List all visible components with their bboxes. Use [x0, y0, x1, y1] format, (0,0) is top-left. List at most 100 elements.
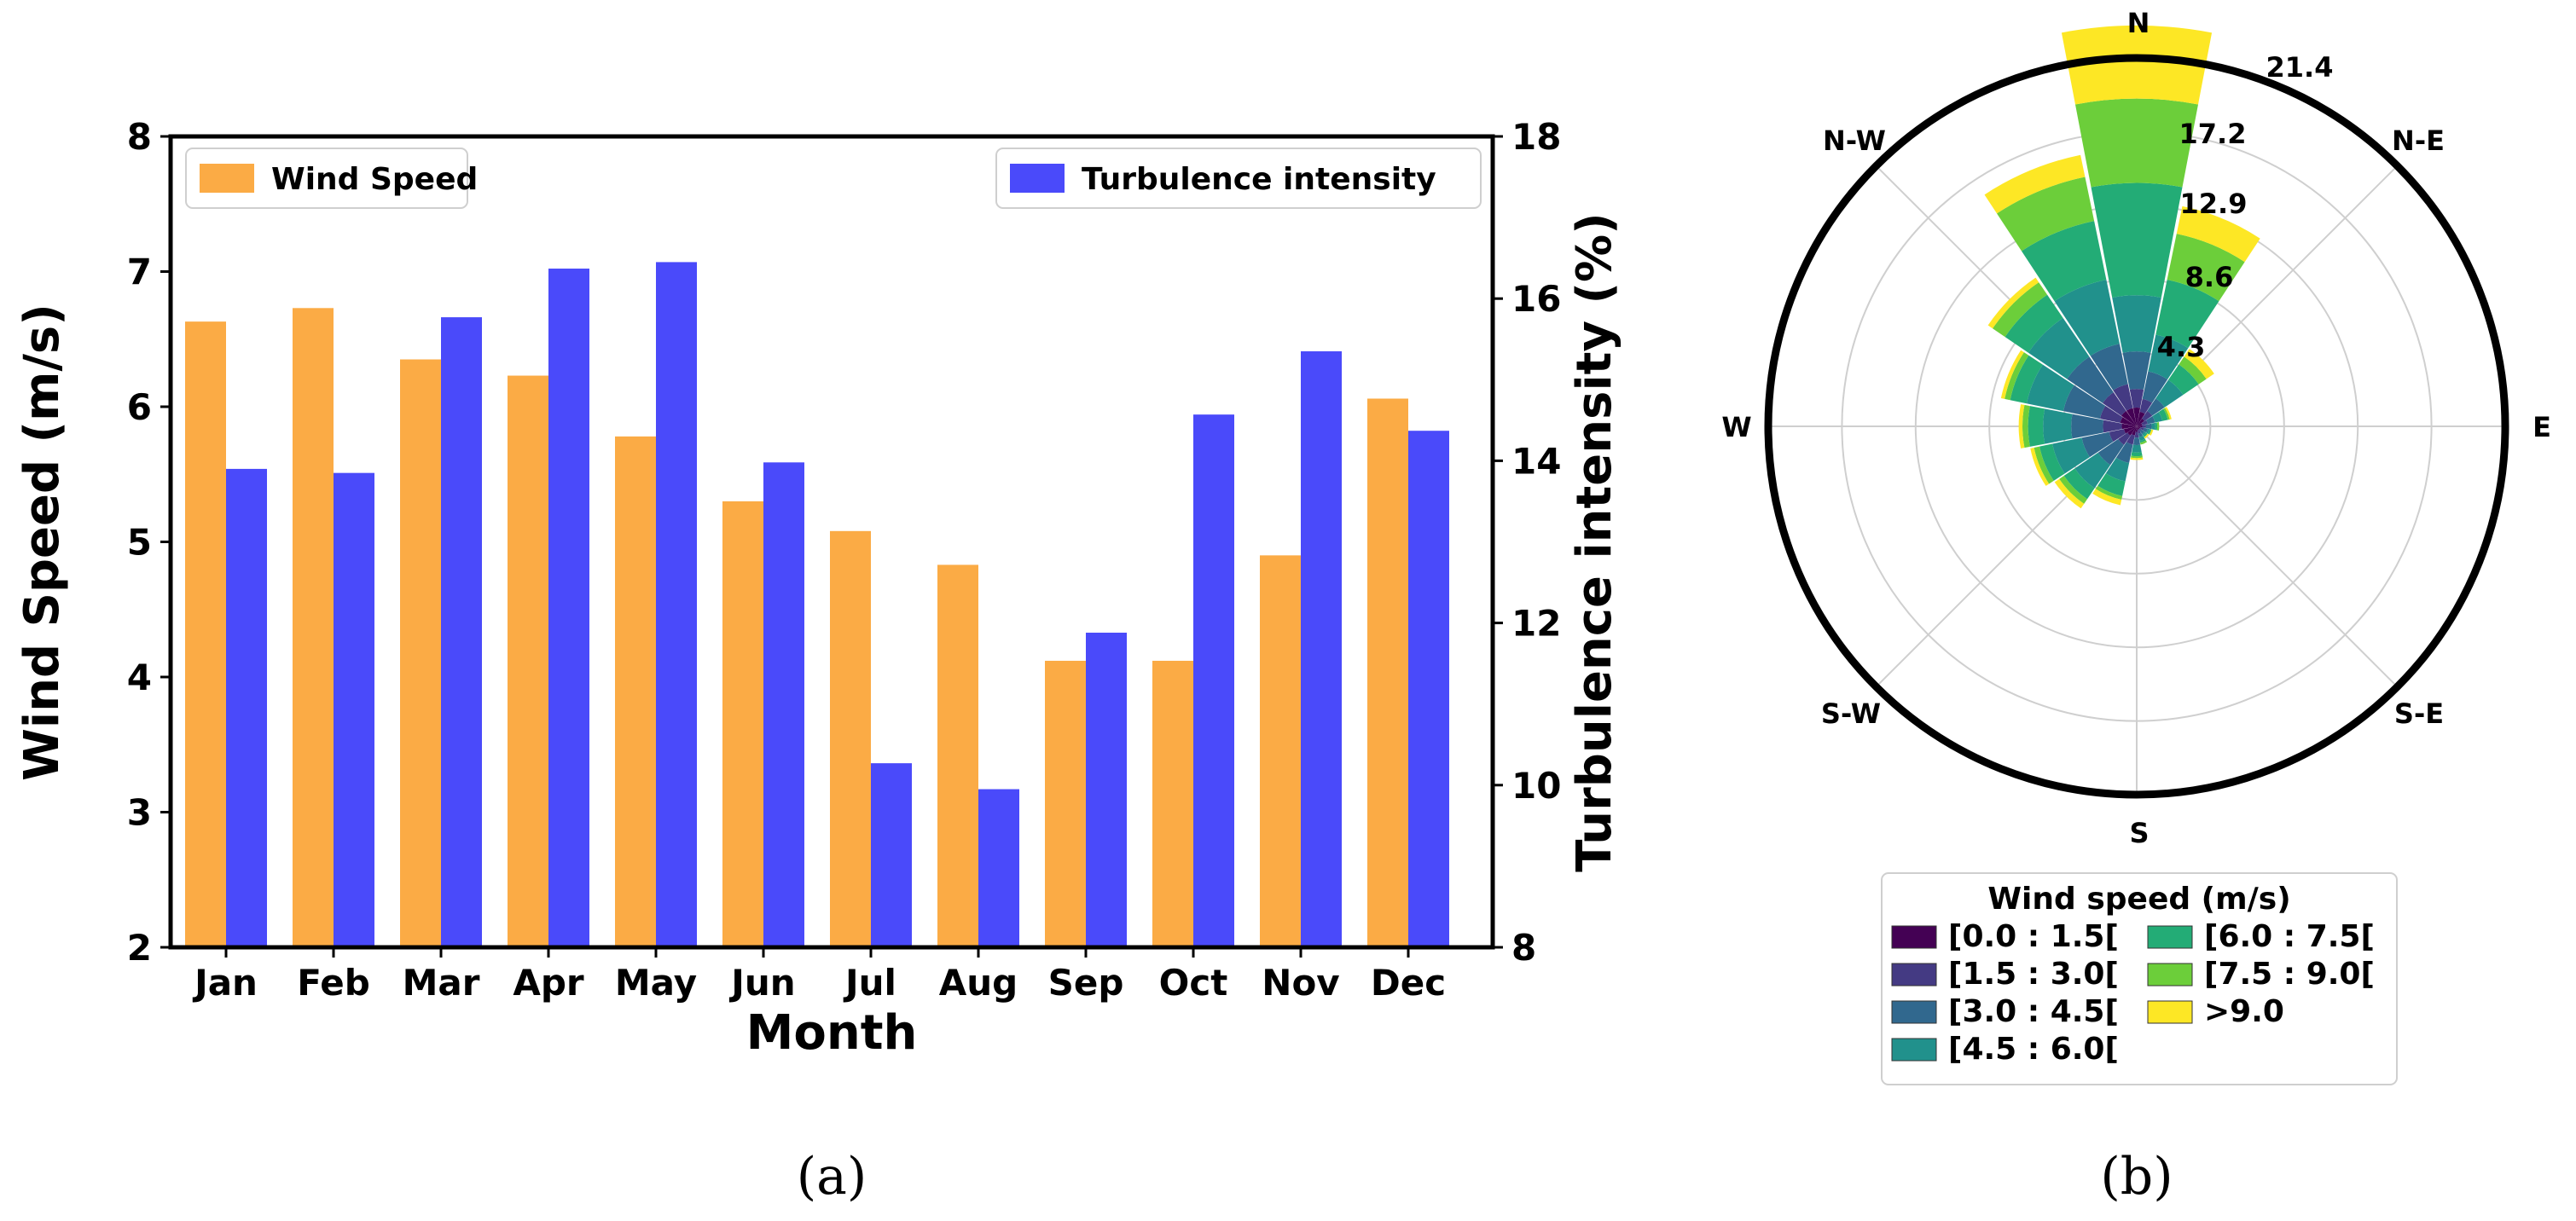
- rose-compass-n: N: [2127, 7, 2150, 39]
- x-tick-label: May: [615, 962, 697, 1004]
- rose-bar-w-bin6: [2018, 404, 2025, 448]
- rose-bar-nw-bin4: [2005, 294, 2063, 353]
- rose-bar-sw-bin1: [2118, 432, 2131, 445]
- rose-bar-ne-bin5: [2179, 356, 2207, 385]
- rose-compass-labels: N N-E E S-E S S-W W N-W: [1721, 7, 2551, 849]
- y-tick-label: 2: [127, 927, 152, 969]
- bar-wind-speed-jan: [185, 321, 226, 947]
- rose-bar-ene-bin4: [2158, 408, 2168, 421]
- rose-bar-w-bin5: [2022, 404, 2030, 448]
- rose-radial-tick-label: 21.4: [2266, 51, 2334, 84]
- bar-chart-panel: 2 3 4 5 6 7 8 8 10 12 14 16 18 Jan Feb Mar Apr May Jun Ju…: [15, 116, 1622, 1207]
- rose-legend-swatch: [2147, 1000, 2193, 1024]
- rose-bar-wnw-bin6: [2000, 350, 2024, 399]
- rose-bar-w-bin2: [2071, 414, 2104, 439]
- rose-bar-w-bin0: [2121, 423, 2137, 430]
- rose-bar-ne-bin0: [2137, 418, 2145, 426]
- rose-legend-label: [1.5 : 3.0[: [1948, 957, 2119, 992]
- y2-tick-label: 10: [1511, 765, 1561, 807]
- rose-legend-swatch: [1891, 1000, 1937, 1024]
- rose-bar-wnw-bin5: [2005, 352, 2029, 401]
- rose-radial-ticks: 4.3 8.6 12.9 17.2 21.4: [2157, 51, 2334, 363]
- rose-bar-ne-bin3: [2155, 379, 2184, 408]
- y2-axis-label: Turbulence intensity (%): [1567, 212, 1622, 871]
- rose-compass-n-w: N-W: [1823, 124, 1886, 157]
- rose-bar-nnw-bin4: [2021, 221, 2107, 302]
- y-tick-label: 8: [127, 116, 152, 158]
- rose-bar-w-bin1: [2103, 420, 2122, 433]
- rose-bar-n-bin0: [2132, 408, 2141, 426]
- rose-bar-ene-bin1: [2141, 420, 2148, 425]
- rose-bar-nw-bin5: [1993, 282, 2048, 338]
- bar-turbulence-mar: [441, 317, 482, 947]
- rose-bar-s-bin6: [2130, 457, 2144, 460]
- rose-bar-ese-bin3: [2146, 428, 2150, 434]
- rose-bar-n-bin3: [2112, 295, 2161, 353]
- rose-bar-nw-bin3: [2028, 317, 2090, 379]
- rose-bar-ne-bin6: [2184, 349, 2214, 379]
- rose-bar-ene-bin3: [2152, 412, 2163, 423]
- bar-turbulence-jul: [871, 763, 912, 947]
- bar-wind-speed-apr: [508, 375, 548, 947]
- rose-radial-tick-label: 8.6: [2185, 261, 2234, 293]
- x-tick-label: Dec: [1371, 962, 1446, 1004]
- rose-bar-sse-bin3: [2138, 436, 2145, 442]
- y2-tick-label: 12: [1511, 603, 1561, 645]
- x-tick-label: Nov: [1262, 962, 1339, 1004]
- bar-wind-speed-nov: [1260, 555, 1301, 947]
- bar-turbulence-jan: [226, 468, 267, 947]
- x-tick-label: Jan: [192, 962, 258, 1004]
- rose-bar-sw-bin2: [2097, 438, 2125, 466]
- x-tick-label: Mar: [403, 962, 480, 1004]
- rose-bar-wnw-bin2: [2063, 385, 2106, 420]
- rose-bar-ese-bin6: [2149, 429, 2154, 436]
- rose-radial-tick-label: 17.2: [2179, 118, 2247, 150]
- y2-tick-label: 8: [1511, 927, 1536, 969]
- y-tick-label: 5: [127, 522, 152, 564]
- x-tick-label: Apr: [513, 962, 584, 1004]
- rose-bar-nnw-bin6: [1984, 154, 2086, 214]
- y-tick-label: 3: [127, 792, 152, 834]
- rose-bar-sw-bin6: [2054, 478, 2085, 509]
- y-tick-label: 6: [127, 386, 152, 428]
- rose-legend-label: [3.0 : 4.5[: [1948, 994, 2119, 1029]
- rose-bar-nne-bin0: [2137, 411, 2145, 426]
- rose-compass-s: S: [2129, 817, 2149, 849]
- rose-bar-ssw-bin4: [2097, 473, 2126, 496]
- bar-wind-speed-may: [615, 436, 656, 947]
- rose-bar-e-bin5: [2156, 422, 2160, 431]
- rose-compass-w: W: [1721, 411, 1751, 443]
- rose-bar-nne-bin2: [2142, 371, 2168, 403]
- legend-label-turbulence: Turbulence intensity: [1082, 162, 1436, 197]
- rose-radial-tick-label: 12.9: [2180, 188, 2248, 220]
- x-tick-label: Aug: [939, 962, 1018, 1004]
- rose-bar-ene-bin5: [2163, 408, 2170, 420]
- rose-bar-ese-bin0: [2137, 426, 2141, 429]
- rose-bar-e-bin4: [2155, 422, 2158, 431]
- x-tick-label: Sep: [1048, 962, 1124, 1004]
- rose-compass-s-w: S-W: [1821, 697, 1881, 730]
- rose-bar-nnw-bin3: [2054, 279, 2120, 356]
- x-tick-label: Jul: [843, 962, 896, 1004]
- y-tick-label: 7: [127, 252, 152, 293]
- rose-legend-label: >9.0: [2204, 994, 2284, 1029]
- bar-turbulence-feb: [334, 472, 374, 947]
- rose-compass-n-e: N-E: [2392, 124, 2445, 157]
- rose-bar-wsw-bin4: [2039, 443, 2065, 481]
- rose-legend-label: [0.0 : 1.5[: [1948, 919, 2119, 954]
- rose-compass-s-e: S-E: [2394, 697, 2444, 730]
- rose-legend: Wind speed (m/s) [0.0 : 1.5[[1.5 : 3.0[[…: [1881, 872, 2398, 1085]
- rose-bar-n-bin2: [2122, 351, 2151, 390]
- rose-bar-sw-bin4: [2063, 468, 2095, 500]
- rose-bar-e-bin1: [2142, 424, 2146, 429]
- rose-bar-n-bin1: [2129, 389, 2144, 408]
- rose-bar-ne-bin2: [2147, 398, 2165, 416]
- rose-bar-w-bin3: [2043, 408, 2073, 444]
- rose-bar-ssw-bin6: [2092, 489, 2122, 506]
- bar-turbulence-dec: [1408, 431, 1449, 947]
- rose-bar-wsw-bin2: [2081, 431, 2114, 458]
- y-tick-label: 4: [127, 657, 152, 698]
- bar-turbulence-sep: [1086, 633, 1127, 947]
- rose-bar-sse-bin4: [2139, 438, 2146, 443]
